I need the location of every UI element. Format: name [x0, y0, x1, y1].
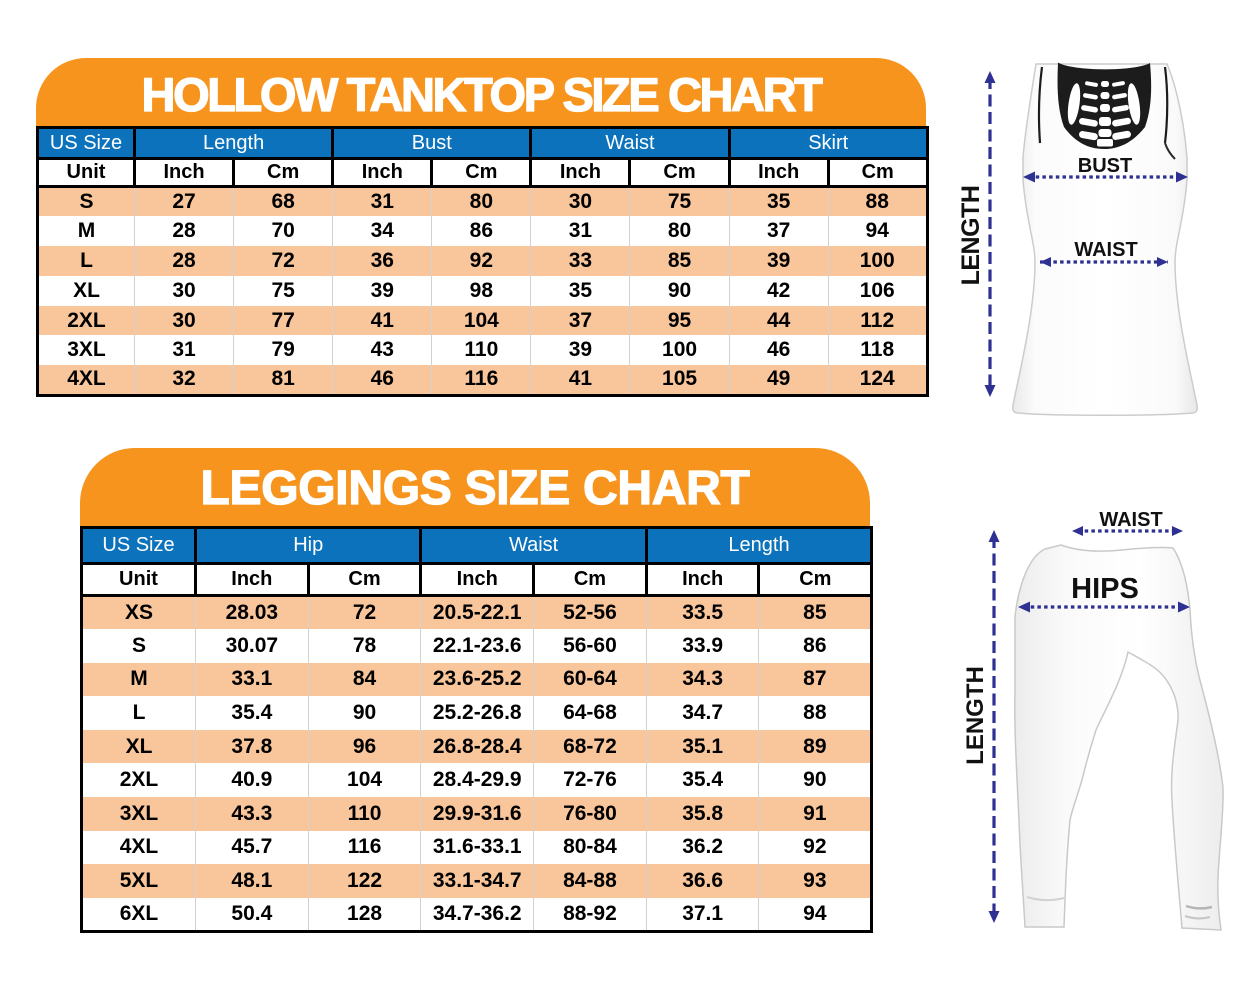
svg-text:HIPS: HIPS [1071, 573, 1139, 605]
svg-text:LENGTH: LENGTH [957, 186, 985, 286]
svg-text:LENGTH: LENGTH [962, 666, 989, 765]
svg-text:BUST: BUST [1078, 155, 1132, 177]
svg-text:WAIST: WAIST [1099, 509, 1162, 531]
svg-text:WAIST: WAIST [1074, 239, 1137, 261]
